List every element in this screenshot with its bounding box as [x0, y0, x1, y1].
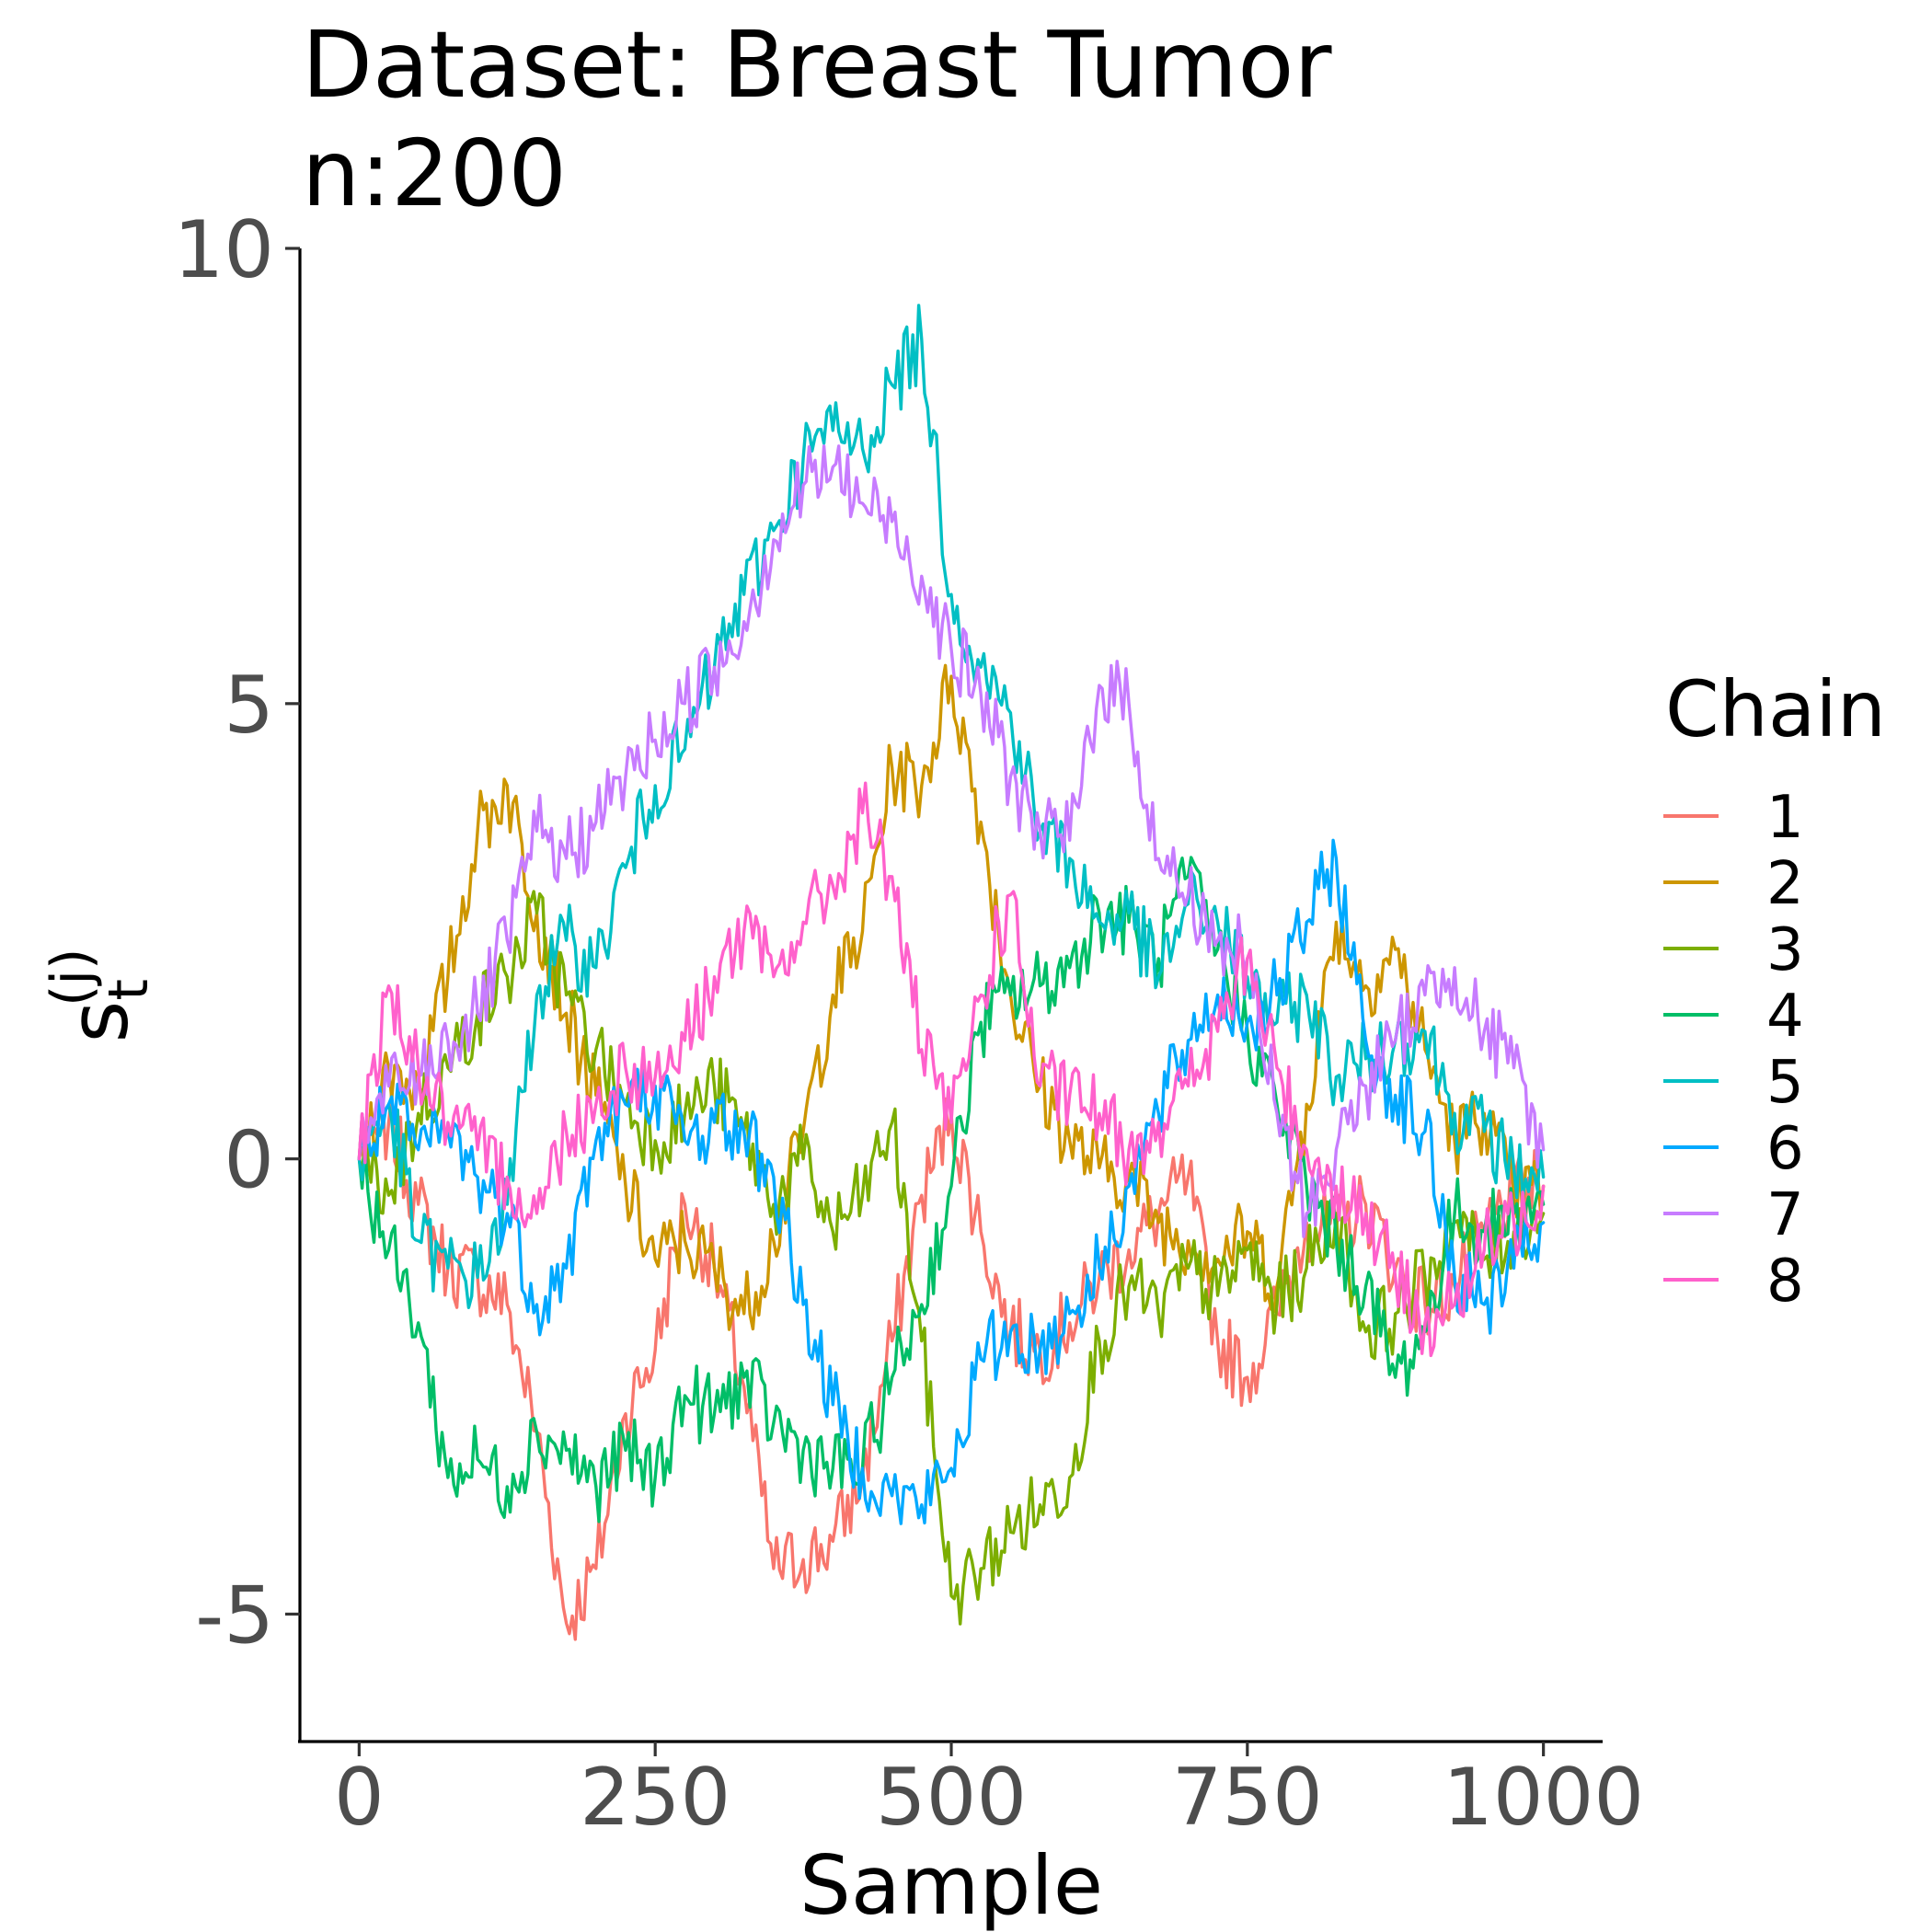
x-axis-ticks: 0 250 500 750 1000	[334, 1742, 1644, 1844]
legend-label-chain-5: 5	[1766, 1049, 1804, 1117]
chart-title-line-2: n:200	[302, 120, 567, 227]
y-tick-label: 0	[224, 1115, 274, 1207]
series-line-chain-8	[357, 781, 1546, 1358]
legend-label-chain-7: 7	[1766, 1181, 1804, 1249]
legend-label-chain-3: 3	[1766, 916, 1804, 984]
y-axis-title-base: s	[52, 1001, 146, 1043]
y-axis-title-subscript: t	[97, 979, 161, 1001]
series-group	[357, 304, 1546, 1641]
x-tick-label: 250	[580, 1752, 730, 1844]
chart-title-line-1: Dataset: Breast Tumor	[302, 11, 1332, 119]
x-axis-title: Sample	[799, 1838, 1103, 1932]
x-tick-label: 1000	[1443, 1752, 1644, 1844]
y-tick-label: -5	[195, 1570, 274, 1662]
legend-label-chain-6: 6	[1766, 1115, 1804, 1183]
series-line-chain-7	[357, 444, 1546, 1238]
y-axis-ticks: -5 0 5 10	[174, 204, 300, 1662]
y-axis-title-superscript: (j)	[40, 949, 104, 1007]
legend-label-chain-8: 8	[1766, 1248, 1804, 1316]
legend-label-chain-4: 4	[1766, 983, 1804, 1051]
x-tick-label: 0	[334, 1752, 385, 1844]
series-line-chain-2	[357, 663, 1546, 1331]
series-line-chain-3	[357, 890, 1546, 1626]
series-line-chain-6	[357, 838, 1546, 1525]
y-axis-title: st(j)	[40, 949, 161, 1043]
series-line-chain-5	[357, 304, 1546, 1309]
y-tick-label: 10	[174, 204, 274, 296]
x-tick-label: 500	[876, 1752, 1027, 1844]
x-tick-label: 750	[1172, 1752, 1323, 1844]
legend-label-chain-1: 1	[1766, 784, 1804, 852]
legend-label-chain-2: 2	[1766, 850, 1804, 918]
series-line-chain-4	[357, 856, 1546, 1524]
y-tick-label: 5	[224, 660, 274, 752]
legend-title: Chain	[1665, 664, 1886, 754]
